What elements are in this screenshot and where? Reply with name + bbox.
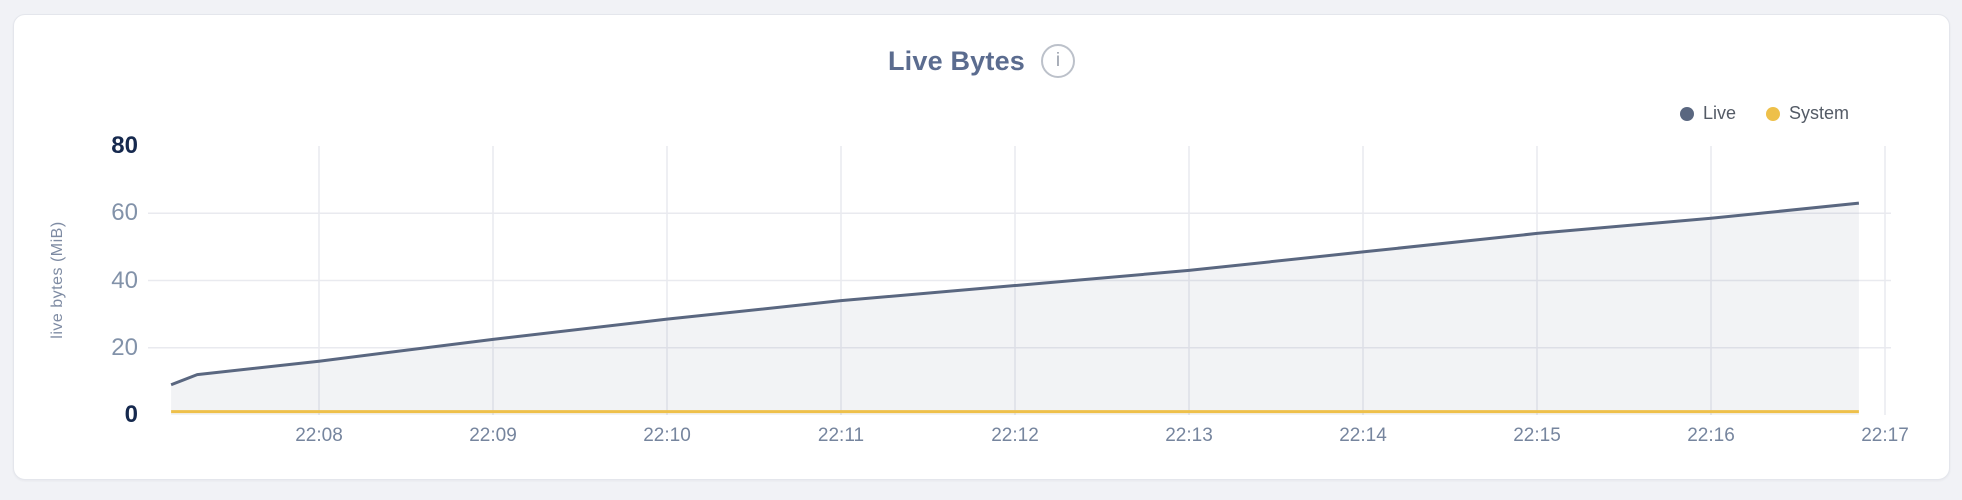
chart-header: Live Bytes i xyxy=(14,44,1949,78)
legend-label: System xyxy=(1788,103,1849,123)
y-tick-label-0: 0 xyxy=(124,401,138,428)
x-tick-label-22:13: 22:13 xyxy=(1165,425,1213,446)
legend: Live System xyxy=(1679,103,1849,124)
x-tick-label-22:09: 22:09 xyxy=(469,425,517,446)
chart-title: Live Bytes xyxy=(887,45,1026,76)
plot-area[interactable] xyxy=(148,146,1891,418)
chart-card: Live Bytes i Live System live bytes (MiB)… xyxy=(13,14,1950,480)
x-tick-label-22:17: 22:17 xyxy=(1861,425,1909,446)
live-line xyxy=(170,201,1860,387)
y-tick-label-60: 60 xyxy=(111,199,138,227)
y-tick-label-40: 40 xyxy=(111,266,138,294)
y-tick-label-20: 20 xyxy=(111,333,138,361)
x-tick-label-22:11: 22:11 xyxy=(817,425,865,446)
legend-label: Live xyxy=(1702,103,1736,123)
y-axis-title: live bytes (MiB) xyxy=(49,221,66,339)
legend-item-system[interactable]: System xyxy=(1765,103,1849,124)
x-tick-label-22:16: 22:16 xyxy=(1687,425,1735,446)
info-glyph: i xyxy=(1055,50,1061,71)
x-tick-label-22:10: 22:10 xyxy=(643,425,691,446)
x-tick-label-22:14: 22:14 xyxy=(1339,425,1387,446)
x-tick-label-22:08: 22:08 xyxy=(295,425,343,446)
y-tick-label-80: 80 xyxy=(111,132,138,159)
legend-dot-system-icon xyxy=(1765,106,1780,121)
legend-dot-live-icon xyxy=(1679,106,1694,121)
x-tick-label-22:15: 22:15 xyxy=(1513,425,1561,446)
x-tick-label-22:12: 22:12 xyxy=(991,425,1039,446)
legend-item-live[interactable]: Live xyxy=(1679,103,1736,124)
info-circle-icon[interactable]: i xyxy=(1041,44,1076,78)
live-area xyxy=(171,203,1859,415)
